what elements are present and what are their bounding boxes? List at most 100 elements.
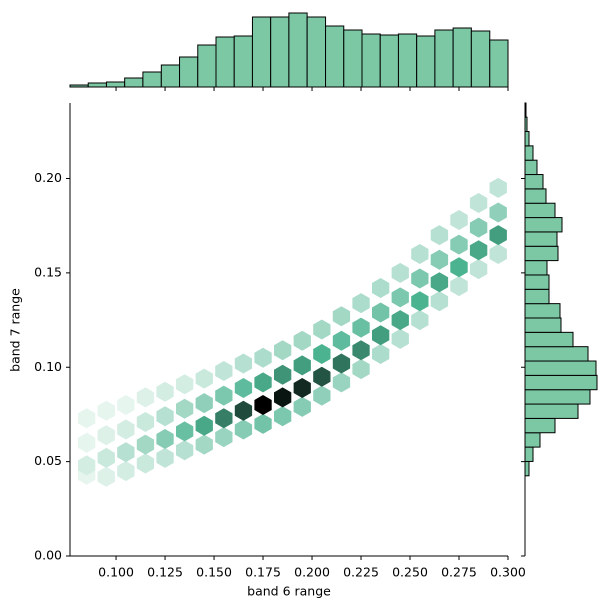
- hex-cell: [136, 434, 155, 455]
- y-hist-bar: [524, 131, 530, 147]
- hex-cell: [469, 217, 488, 238]
- hex-cell: [352, 340, 370, 361]
- hex-cell: [254, 413, 272, 434]
- hex-cell: [313, 385, 331, 406]
- hex-cell: [117, 461, 135, 482]
- hex-cell: [234, 378, 253, 398]
- hex-cell: [215, 361, 233, 381]
- hex-cell: [450, 210, 468, 230]
- hex-cell: [254, 372, 272, 393]
- x-hist-bar: [306, 16, 327, 88]
- x-hist-bar: [325, 25, 345, 88]
- hex-cell: [117, 395, 135, 415]
- hex-cell: [489, 177, 507, 198]
- hex-cell: [372, 278, 390, 298]
- hex-cell: [313, 319, 331, 340]
- hex-cell: [469, 240, 488, 261]
- hex-cell: [215, 427, 233, 448]
- hex-cell: [254, 347, 272, 368]
- hex-cell: [332, 372, 351, 393]
- hex-cell: [156, 429, 174, 449]
- hex-cell: [469, 193, 488, 213]
- y-tick-label: 0.00: [34, 548, 62, 563]
- x-axis-label: band 6 range: [247, 584, 331, 599]
- hex-cell: [489, 225, 507, 246]
- x-tick-label: 0.150: [196, 565, 232, 580]
- hex-cell: [176, 440, 194, 461]
- hex-cell: [254, 395, 272, 415]
- y-hist-bar: [524, 245, 559, 262]
- y-hist-bar: [524, 274, 550, 290]
- hex-cell: [293, 396, 311, 417]
- hex-cell: [411, 268, 429, 289]
- x-hist-bar: [179, 56, 199, 88]
- hex-cell: [78, 408, 96, 429]
- hex-cell: [450, 234, 468, 255]
- hex-cell: [136, 387, 155, 408]
- y-tick-label: 0.10: [34, 359, 62, 374]
- x-hist-bar: [270, 16, 290, 88]
- hex-cell: [176, 374, 194, 395]
- hex-cell: [234, 419, 253, 440]
- hex-cell: [195, 368, 213, 389]
- x-hist-bar: [124, 77, 144, 88]
- x-hist-bar: [489, 39, 509, 88]
- x-tick-label: 0.125: [147, 565, 183, 580]
- hex-cell: [117, 419, 135, 440]
- hex-cell: [411, 310, 429, 331]
- x-hist-bar: [361, 33, 381, 88]
- hex-cell: [97, 466, 115, 487]
- y-hist-bar: [524, 374, 598, 391]
- hex-cell: [430, 249, 449, 270]
- y-hist-bar: [524, 331, 574, 348]
- x-tick-label: 0.100: [98, 565, 134, 580]
- x-hist-bar: [251, 16, 272, 88]
- y-hist-bar: [524, 231, 558, 247]
- hex-cell: [332, 306, 351, 327]
- hex-cell: [176, 398, 194, 419]
- hex-cell: [450, 257, 468, 278]
- hex-cell: [97, 425, 115, 446]
- hex-cell: [274, 364, 292, 385]
- x-tick-label: 0.300: [490, 565, 526, 580]
- hex-cell: [411, 244, 429, 264]
- hex-cell: [391, 328, 409, 349]
- hex-cell: [97, 447, 115, 468]
- y-hist-bar: [524, 288, 550, 305]
- hex-cell: [352, 317, 370, 338]
- hex-cell: [215, 385, 233, 406]
- hex-cell: [293, 355, 311, 376]
- x-hist-bar: [343, 29, 363, 88]
- x-hist-bar: [142, 71, 162, 88]
- hex-cell: [117, 442, 135, 463]
- y-hist-bar: [524, 260, 548, 276]
- x-tick-label: 0.225: [343, 565, 379, 580]
- hex-cell: [430, 272, 449, 293]
- hex-cell: [136, 453, 155, 474]
- hex-cell: [352, 293, 370, 314]
- x-hist-bar: [197, 44, 217, 88]
- hex-cell: [234, 400, 253, 421]
- hex-cell: [156, 381, 174, 402]
- y-hist-bar: [524, 403, 579, 419]
- y-tick-label: 0.20: [34, 170, 62, 185]
- y-hist-bar: [524, 188, 547, 204]
- hex-cell: [391, 287, 409, 308]
- hex-cell: [372, 302, 390, 323]
- y-hist-bar: [524, 317, 562, 333]
- y-hist-bar: [524, 460, 530, 477]
- hex-cell: [489, 244, 507, 264]
- hex-cell: [313, 344, 331, 364]
- x-hist-bar: [434, 29, 454, 88]
- x-hist-bar: [288, 12, 308, 88]
- hex-cell: [215, 408, 233, 429]
- hex-cell: [97, 400, 115, 421]
- hex-cell: [78, 455, 96, 476]
- hex-cell: [372, 325, 390, 346]
- hex-cell: [274, 387, 292, 408]
- hex-cell: [195, 415, 213, 436]
- x-tick-label: 0.275: [441, 565, 477, 580]
- hex-cell: [332, 353, 351, 374]
- hex-cell: [391, 262, 409, 283]
- x-hist-bar: [470, 30, 491, 88]
